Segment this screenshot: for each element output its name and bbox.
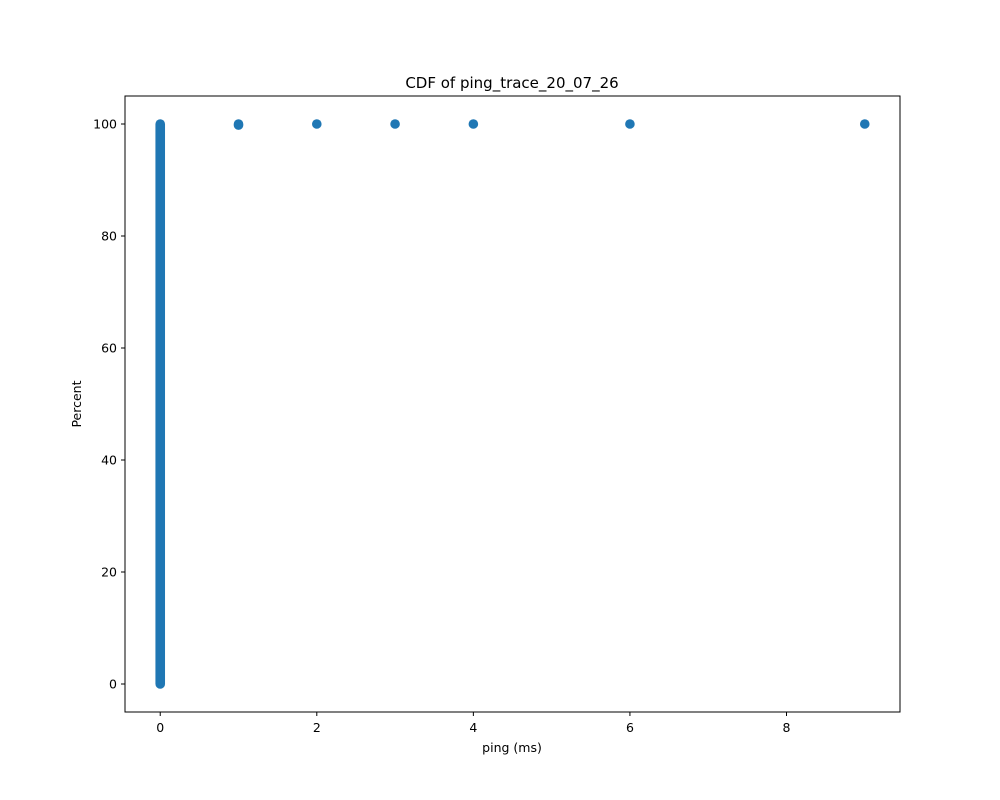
y-tick-label: 0 xyxy=(109,677,117,692)
x-axis-label: ping (ms) xyxy=(482,740,542,755)
data-point-x-9 xyxy=(859,119,870,129)
plot-frame xyxy=(124,95,901,713)
x-tick-label: 4 xyxy=(469,720,477,735)
y-axis-ticks: 0 20 40 60 80 100 xyxy=(93,117,125,692)
y-tick-label: 60 xyxy=(101,341,117,356)
x-tick-label: 0 xyxy=(156,720,164,735)
x-tick-label: 8 xyxy=(783,720,791,735)
data-point-x-3 xyxy=(390,119,400,129)
data-point-x-2 xyxy=(311,119,322,129)
data-point-x-4 xyxy=(468,119,479,129)
data-point-x-6 xyxy=(625,119,635,129)
y-tick-label: 40 xyxy=(101,453,117,468)
data-point-column-x-0 xyxy=(155,119,166,689)
y-axis-label: Percent xyxy=(69,380,84,427)
plot-marks xyxy=(155,119,870,689)
chart-title: CDF of ping_trace_20_07_26 xyxy=(405,74,618,93)
x-tick-label: 6 xyxy=(626,720,634,735)
data-point-column-x-1 xyxy=(233,119,244,130)
y-tick-label: 100 xyxy=(93,117,117,132)
y-tick-label: 80 xyxy=(101,229,117,244)
x-axis-ticks: 0 2 4 6 8 xyxy=(156,712,791,735)
x-tick-label: 2 xyxy=(313,720,321,735)
y-tick-label: 20 xyxy=(101,565,117,580)
